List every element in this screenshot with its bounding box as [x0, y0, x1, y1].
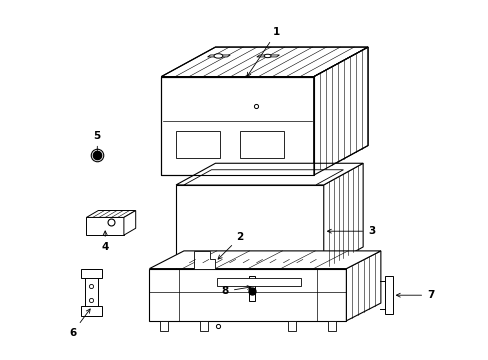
Polygon shape: [313, 47, 367, 175]
Polygon shape: [84, 269, 98, 316]
Polygon shape: [327, 321, 335, 330]
Polygon shape: [217, 278, 301, 286]
Polygon shape: [183, 170, 343, 185]
Text: 1: 1: [246, 27, 280, 76]
Polygon shape: [86, 217, 123, 235]
Polygon shape: [323, 163, 363, 269]
Polygon shape: [176, 185, 323, 269]
Text: 3: 3: [327, 226, 375, 236]
Ellipse shape: [214, 54, 223, 58]
Polygon shape: [123, 211, 136, 235]
Text: 5: 5: [94, 131, 101, 156]
Polygon shape: [193, 251, 215, 269]
Polygon shape: [207, 55, 230, 57]
Polygon shape: [346, 251, 380, 321]
Text: 7: 7: [396, 290, 434, 300]
Polygon shape: [161, 47, 367, 77]
Text: 6: 6: [69, 309, 90, 338]
Text: 8: 8: [221, 286, 251, 296]
Bar: [176, 131, 220, 158]
Bar: [248, 276, 254, 301]
Polygon shape: [176, 163, 363, 185]
Polygon shape: [256, 55, 279, 57]
Polygon shape: [149, 269, 346, 321]
Polygon shape: [161, 77, 313, 175]
Polygon shape: [288, 321, 296, 330]
Polygon shape: [81, 306, 102, 316]
Text: 2: 2: [218, 232, 243, 259]
Polygon shape: [81, 269, 102, 278]
Text: 4: 4: [102, 231, 109, 252]
Bar: [240, 131, 284, 158]
Polygon shape: [149, 251, 380, 269]
Polygon shape: [384, 276, 392, 314]
Polygon shape: [199, 321, 207, 330]
Polygon shape: [86, 211, 136, 217]
Polygon shape: [160, 321, 168, 330]
Ellipse shape: [264, 54, 270, 58]
